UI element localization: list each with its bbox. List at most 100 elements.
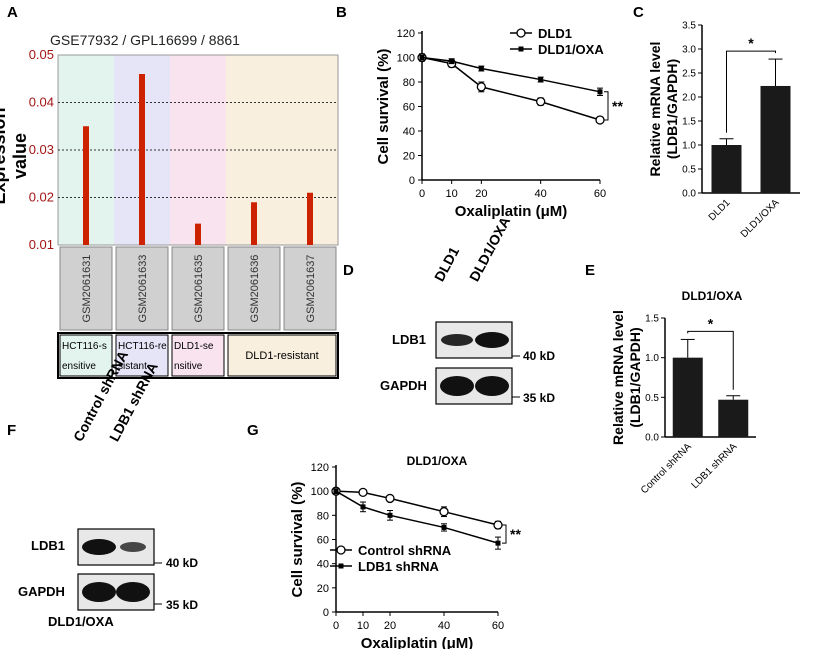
panel-g-y-tick: 40 [317, 559, 329, 571]
blot-f-gapdh-band-1 [82, 582, 116, 602]
panel-g-y-tick: 0 [323, 607, 329, 619]
panel-a-sample-box [59, 246, 113, 331]
blot-d-gapdh-band-1 [440, 376, 474, 396]
panel-g-y-tick: 100 [311, 486, 329, 498]
blot-f-size-gapdh: 35 kD [166, 598, 199, 612]
panel-a-sample-label-1: GSM2061631 [81, 255, 93, 323]
panel-a-group-label-4: DLD1-resistant [245, 350, 318, 362]
panel-b-series-2-point [597, 89, 603, 95]
blot-d-size-gapdh: 35 kD [523, 391, 556, 405]
panel-a-sample-label-3: GSM2061635 [193, 255, 205, 323]
panel-c-significance-label: * [748, 35, 754, 51]
panel-g-x-tick: 40 [438, 620, 450, 632]
panel-a-y-tick: 0.02 [29, 190, 54, 205]
panel-g-series-2-point [333, 488, 339, 494]
panel-b-y-tick: 100 [397, 53, 415, 65]
panel-label-c: C [633, 4, 644, 21]
panel-e-y-tick: 1.5 [645, 314, 659, 325]
panel-b-x-tick: 40 [535, 188, 547, 200]
panel-c-y-tick: 2.5 [682, 69, 696, 80]
panel-b-y-tick: 80 [403, 77, 415, 89]
panel-e-y-axis-label-1: Relative mRNA level [610, 310, 626, 445]
panel-a-group-label-3-b: nsitive [174, 361, 203, 372]
panel-c-x-tick-2: DLD1/OXA [739, 197, 782, 240]
panel-e-y-axis-label-2: (LDB1/GAPDH) [627, 327, 643, 427]
panel-e-significance-label: * [708, 315, 714, 331]
panel-g-significance-bracket [502, 524, 507, 544]
panel-a-y-tick: 0.04 [29, 95, 54, 110]
panel-a-y-tick: 0.01 [29, 237, 54, 252]
panel-a-title: GSE77932 / GPL16699 / 8861 [50, 32, 240, 48]
panel-e-bar-2 [718, 399, 749, 437]
panel-c-x-tick-1: DLD1 [707, 197, 733, 223]
blot-f-row-ldb1: LDB1 [31, 538, 65, 553]
panel-g-y-tick: 120 [311, 462, 329, 474]
panel-b-x-tick: 10 [446, 188, 458, 200]
panel-b-legend-marker-2 [518, 46, 524, 52]
panel-b-x-tick: 60 [594, 188, 606, 200]
panel-b-series-2-point [449, 58, 455, 64]
panel-a-sample-label-5: GSM2061637 [305, 255, 317, 323]
panel-b-legend-label-2: DLD1/OXA [538, 42, 604, 57]
blot-f-row-gapdh: GAPDH [18, 584, 65, 599]
blot-d-size-ldb1: 40 kD [523, 349, 556, 363]
panel-e-y-tick: 1.0 [645, 353, 659, 364]
blot-d-row-gapdh: GAPDH [380, 378, 427, 393]
panel-c-bar-2 [760, 85, 791, 193]
panel-b-series-2-point [478, 66, 484, 72]
blot-f-ldb1-band-1 [82, 539, 116, 555]
panel-label-a: A [7, 4, 18, 21]
panel-g-series-1-point [385, 493, 395, 504]
panel-b-x-tick: 20 [475, 188, 487, 200]
panel-b-significance-label: ** [612, 98, 623, 114]
panel-e-x-tick-1: Control shRNA [639, 441, 694, 496]
panel-g-significance-label: ** [510, 526, 521, 542]
panel-a-bar-5 [307, 192, 313, 245]
panel-c-significance-bracket [726, 50, 776, 133]
panel-b-x-tick: 0 [419, 188, 425, 200]
panel-b-series-1-point [536, 96, 546, 107]
panel-b-series-2-point [538, 77, 544, 83]
panel-label-b: B [336, 4, 347, 21]
panel-c-y-tick: 3.5 [682, 21, 696, 32]
panel-g-series-2-line [335, 490, 499, 544]
panel-e-significance-bracket [687, 330, 734, 390]
panel-c-y-tick: 2.0 [682, 93, 696, 104]
panel-g-series-2-point [360, 504, 366, 510]
panel-g-legend-label-2: LDB1 shRNA [358, 559, 440, 574]
panel-a-sample-label-4: GSM2061636 [249, 255, 261, 323]
panel-g-x-tick: 20 [384, 620, 396, 632]
panel-b-y-tick: 40 [403, 126, 415, 138]
panel-a-bar-1 [83, 126, 89, 245]
panel-a-group-box-3 [171, 334, 225, 377]
blot-d-ldb1-band-1 [441, 334, 473, 346]
blot-d-gapdh-band-2 [475, 376, 509, 396]
panel-a-group-box-4 [227, 334, 337, 377]
panel-g-x-tick: 60 [492, 620, 504, 632]
panel-g-y-tick: 80 [317, 510, 329, 522]
panel-a-bar-4 [251, 202, 257, 245]
panel-b-series-2-point [419, 55, 425, 60]
panel-e-bar-1 [672, 357, 703, 437]
panel-g-series-2-point [387, 512, 393, 518]
panel-b-y-tick: 60 [403, 102, 415, 114]
panel-a-group-label-3-a: DLD1-se [174, 341, 214, 352]
panel-b-y-tick: 120 [397, 28, 415, 40]
panel-g-series-1-point [493, 520, 503, 530]
panel-label-d: D [343, 262, 354, 279]
panel-c-y-tick: 0.5 [682, 165, 696, 176]
blot-f-gapdh-band-2 [116, 582, 150, 602]
panel-label-e: E [585, 262, 596, 279]
panel-label-f: F [7, 422, 17, 439]
panel-a-bar-2 [139, 74, 145, 245]
panel-g-title: DLD1/OXA [407, 454, 468, 468]
panel-a-sample-box [283, 246, 337, 331]
blot-f-caption: DLD1/OXA [48, 614, 114, 629]
panel-g-y-axis-label: Cell survival (%) [289, 482, 306, 598]
panel-b-legend-marker-1 [516, 28, 526, 38]
panel-g-legend-marker-2 [338, 563, 344, 569]
panel-c-y-axis-label-1: Relative mRNA level [647, 42, 663, 177]
panel-a-bar-3 [195, 223, 201, 245]
panel-e-x-tick-2: LDB1 shRNA [690, 441, 740, 491]
panel-c-y-tick: 1.5 [682, 117, 696, 128]
